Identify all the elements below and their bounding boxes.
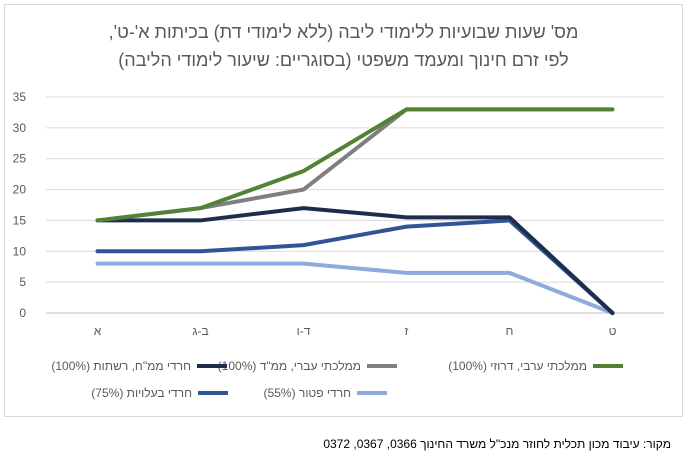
series-line-2 <box>95 206 615 315</box>
legend-label: ממלכתי עברי, ממ"ד (100%) <box>218 359 361 373</box>
series-line-0 <box>95 261 615 315</box>
legend-item-haredi-reshatot: חרדי ממ"ח, רשתות (100%) <box>51 357 227 375</box>
legend-swatch <box>367 364 397 368</box>
legend-swatch <box>593 364 623 368</box>
y-tick-label: 30 <box>13 121 27 135</box>
chart-title-line-1: מס' שעות שבועיות ללימודי ליבה (ללא לימוד… <box>108 22 579 42</box>
legend-item-haredi-baaluyot: חרדי בעלויות (75%) <box>91 384 228 402</box>
x-tick-label: ב-ג <box>192 324 208 338</box>
x-tick-label: ט <box>609 324 617 338</box>
y-tick-label: 0 <box>19 306 26 320</box>
x-tick-label: א <box>94 324 102 338</box>
legend-label: ממלכתי ערבי, דרוזי (100%) <box>448 359 587 373</box>
y-tick-label: 10 <box>13 244 27 258</box>
legend-item-haredi-patur: חרדי פטור (55%) <box>264 384 387 402</box>
legend-label: חרדי ממ"ח, רשתות (100%) <box>51 359 191 373</box>
y-tick-label: 20 <box>13 183 27 197</box>
legend-label: חרדי בעלויות (75%) <box>91 386 192 400</box>
series-line-4 <box>95 107 615 223</box>
legend-item-mamlachti-ivri: ממלכתי עברי, ממ"ד (100%) <box>218 357 397 375</box>
chart-title-line-2: לפי זרם חינוך ומעמד משפטי (בסוגריים: שיע… <box>118 50 569 70</box>
legend-swatch <box>197 364 227 368</box>
legend-swatch <box>198 391 228 395</box>
legend-item-mamlachti-aravi: ממלכתי ערבי, דרוזי (100%) <box>448 357 623 375</box>
x-tick-label: ד-ו <box>297 324 311 338</box>
y-tick-label: 35 <box>13 90 27 104</box>
legend-label: חרדי פטור (55%) <box>263 386 351 400</box>
x-tick-label: ח <box>506 324 514 338</box>
y-tick-label: 25 <box>13 152 27 166</box>
legend-swatch <box>357 391 387 395</box>
x-tick-label: ז <box>405 324 409 338</box>
source-note: מקור: עיבוד מכון תכלית לחוזר מנכ"ל משרד … <box>323 437 671 451</box>
series-line-3 <box>95 107 615 223</box>
y-tick-label: 15 <box>13 213 27 227</box>
y-tick-label: 5 <box>19 275 26 289</box>
